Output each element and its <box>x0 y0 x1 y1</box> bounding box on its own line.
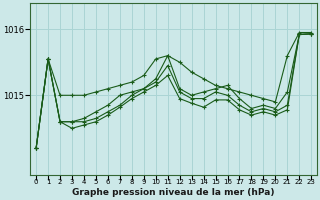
X-axis label: Graphe pression niveau de la mer (hPa): Graphe pression niveau de la mer (hPa) <box>72 188 275 197</box>
